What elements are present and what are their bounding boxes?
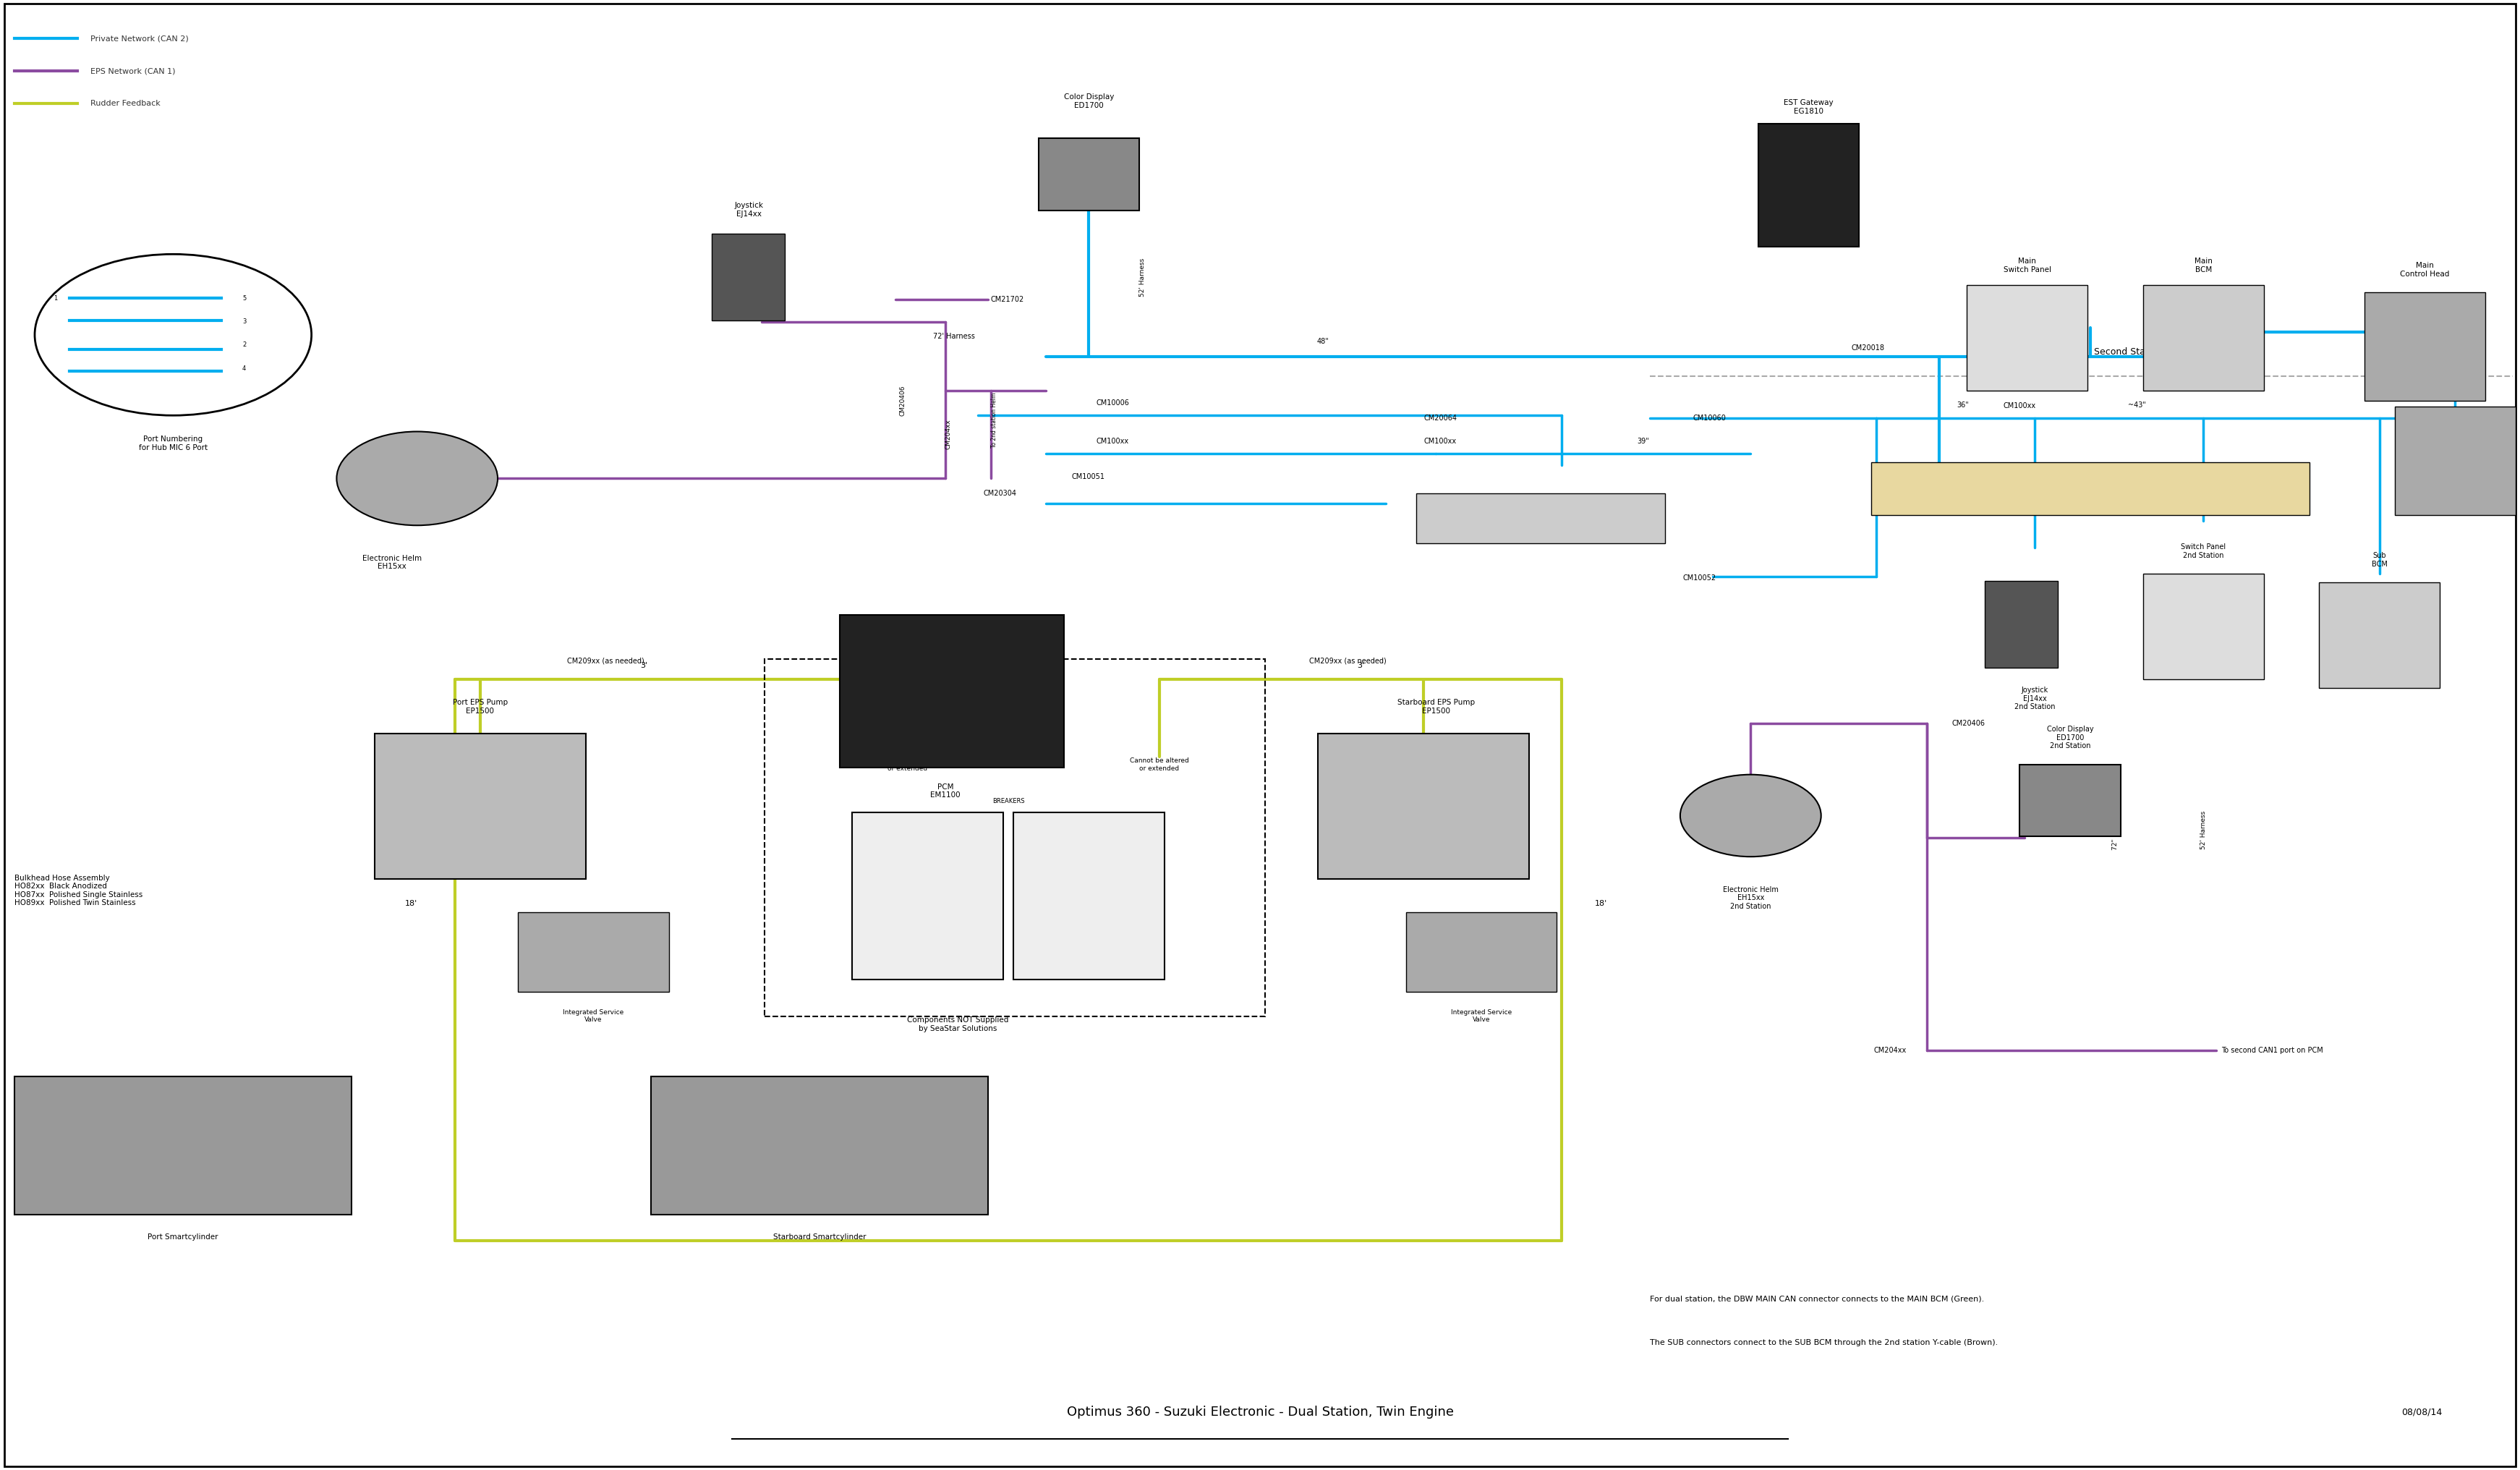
Text: Integrated Service
Valve: Integrated Service Valve [1452, 1008, 1512, 1023]
Text: 52' Harness: 52' Harness [1139, 259, 1147, 297]
Text: Main
BCM: Main BCM [2195, 257, 2213, 273]
Text: CM10051: CM10051 [1071, 473, 1104, 481]
Text: 18': 18' [406, 900, 418, 907]
Text: Control Head
2nd Station: Control Head 2nd Station [2432, 376, 2477, 392]
Circle shape [35, 254, 312, 416]
Text: CM209xx (as needed): CM209xx (as needed) [567, 657, 645, 664]
Text: Main
Control Head: Main Control Head [2399, 262, 2449, 278]
Text: EPS Network (CAN 1): EPS Network (CAN 1) [91, 68, 174, 75]
Text: CM209xx (as needed): CM209xx (as needed) [1310, 657, 1386, 664]
Text: CM20406: CM20406 [1953, 720, 1986, 726]
Text: Sub
BCM: Sub BCM [2371, 553, 2386, 567]
FancyBboxPatch shape [1318, 734, 1530, 879]
FancyBboxPatch shape [2364, 293, 2485, 401]
Text: 52' Harness: 52' Harness [2200, 811, 2208, 850]
Text: 3': 3' [1356, 662, 1363, 669]
Text: Port Smartcylinder: Port Smartcylinder [149, 1233, 219, 1241]
Text: Cannot be altered
or extended: Cannot be altered or extended [1129, 757, 1189, 772]
FancyBboxPatch shape [711, 234, 784, 320]
Text: 3': 3' [640, 662, 648, 669]
FancyBboxPatch shape [1416, 492, 1666, 542]
FancyBboxPatch shape [852, 813, 1003, 980]
FancyBboxPatch shape [839, 614, 1063, 767]
FancyBboxPatch shape [1013, 813, 1164, 980]
FancyBboxPatch shape [517, 913, 668, 992]
Text: Color Display
ED1700: Color Display ED1700 [1063, 94, 1114, 109]
Text: CM204xx: CM204xx [1875, 1047, 1908, 1054]
Text: PCM
EM1100: PCM EM1100 [930, 784, 960, 800]
Text: Electronic Helm
EH15xx
2nd Station: Electronic Helm EH15xx 2nd Station [1724, 886, 1779, 910]
Text: 72' Harness: 72' Harness [932, 332, 975, 340]
FancyBboxPatch shape [2394, 407, 2515, 514]
FancyBboxPatch shape [1872, 463, 2308, 515]
Text: To 2nd station Helm: To 2nd station Helm [990, 392, 998, 447]
Text: ~43": ~43" [2127, 401, 2147, 409]
Text: Main
Switch Panel: Main Switch Panel [2003, 257, 2051, 273]
Text: CM100xx: CM100xx [1096, 438, 1129, 445]
Text: 18': 18' [1595, 900, 1608, 907]
Text: 3: 3 [242, 319, 247, 325]
Text: Components NOT Supplied
by SeaStar Solutions: Components NOT Supplied by SeaStar Solut… [907, 1016, 1008, 1032]
Circle shape [338, 432, 496, 525]
Text: 48": 48" [1318, 338, 1328, 345]
Text: Suzuki 2nd station Y-cable: Suzuki 2nd station Y-cable [2041, 485, 2139, 492]
Text: 08/08/14: 08/08/14 [2402, 1408, 2442, 1417]
FancyBboxPatch shape [2142, 285, 2263, 391]
Text: CM21702: CM21702 [990, 295, 1023, 303]
Text: PORT
POWER
SOURCE: PORT POWER SOURCE [917, 892, 940, 914]
Text: EST Gateway
EG1810: EST Gateway EG1810 [1784, 100, 1835, 115]
Text: 39": 39" [1638, 438, 1651, 445]
Text: Electronic Helm
EH15xx: Electronic Helm EH15xx [363, 554, 421, 570]
Text: CM20304: CM20304 [983, 490, 1016, 497]
Text: Second Station: Second Station [2094, 347, 2162, 357]
Text: CM20064: CM20064 [1424, 415, 1457, 422]
Text: To second CAN1 port on PCM: To second CAN1 port on PCM [2220, 1047, 2323, 1054]
FancyBboxPatch shape [375, 734, 585, 879]
Text: 4: 4 [242, 365, 247, 372]
Text: The SUB connectors connect to the SUB BCM through the 2nd station Y-cable (Brown: The SUB connectors connect to the SUB BC… [1651, 1339, 1998, 1347]
Text: Joystick
EJ14xx: Joystick EJ14xx [736, 201, 764, 218]
Text: CM20018: CM20018 [1852, 344, 1885, 351]
Text: Switch Panel
2nd Station: Switch Panel 2nd Station [2180, 544, 2225, 559]
Text: CM10052: CM10052 [1683, 575, 1716, 582]
Text: BREAKERS: BREAKERS [993, 798, 1026, 804]
Text: Port EPS Pump
EP1500: Port EPS Pump EP1500 [454, 698, 507, 714]
Text: 1: 1 [53, 295, 58, 301]
Text: Port Numbering
for Hub MIC 6 Port: Port Numbering for Hub MIC 6 Port [139, 435, 207, 451]
Text: For dual station, the DBW MAIN CAN connector connects to the MAIN BCM (Green).: For dual station, the DBW MAIN CAN conne… [1651, 1295, 1983, 1302]
FancyBboxPatch shape [2318, 582, 2439, 688]
Text: CM100xx: CM100xx [2003, 403, 2036, 410]
Text: CM10060: CM10060 [1693, 415, 1726, 422]
Text: 72" Harness: 72" Harness [2112, 810, 2119, 850]
Text: Bulkhead Hose Assembly
HO82xx  Black Anodized
HO87xx  Polished Single Stainless
: Bulkhead Hose Assembly HO82xx Black Anod… [15, 875, 144, 907]
Text: Joystick
EJ14xx
2nd Station: Joystick EJ14xx 2nd Station [2013, 686, 2056, 710]
Text: CM20406: CM20406 [900, 385, 907, 416]
FancyBboxPatch shape [1406, 913, 1557, 992]
FancyBboxPatch shape [15, 1076, 353, 1214]
FancyBboxPatch shape [1968, 285, 2087, 391]
Text: Starboard Smartcylinder: Starboard Smartcylinder [774, 1233, 867, 1241]
Text: CM204xx: CM204xx [945, 419, 950, 450]
Text: Cannot be altered
or extended: Cannot be altered or extended [877, 757, 937, 772]
Text: Starboard EPS Pump
EP1500: Starboard EPS Pump EP1500 [1399, 698, 1474, 714]
FancyBboxPatch shape [1038, 138, 1139, 210]
Text: Autopilot CCU: Autopilot CCU [1515, 514, 1567, 522]
Text: CM10006: CM10006 [1096, 400, 1129, 407]
Text: 36": 36" [1958, 401, 1968, 409]
FancyBboxPatch shape [2142, 573, 2263, 679]
FancyBboxPatch shape [650, 1076, 988, 1214]
Text: 5: 5 [242, 295, 247, 301]
FancyBboxPatch shape [2021, 764, 2119, 836]
Text: STARBOARD
POWER
SOURCE: STARBOARD POWER SOURCE [1071, 892, 1106, 914]
Text: CM100xx: CM100xx [1424, 438, 1457, 445]
Text: 2: 2 [242, 343, 247, 348]
Circle shape [1681, 775, 1822, 857]
Text: Color Display
ED1700
2nd Station: Color Display ED1700 2nd Station [2046, 726, 2094, 750]
FancyBboxPatch shape [1759, 123, 1860, 247]
Text: Integrated Service
Valve: Integrated Service Valve [562, 1008, 625, 1023]
Text: Private Network (CAN 2): Private Network (CAN 2) [91, 35, 189, 43]
Text: Rudder Feedback: Rudder Feedback [91, 100, 161, 107]
FancyBboxPatch shape [1986, 581, 2056, 667]
Text: Optimus 360 - Suzuki Electronic - Dual Station, Twin Engine: Optimus 360 - Suzuki Electronic - Dual S… [1066, 1405, 1454, 1419]
